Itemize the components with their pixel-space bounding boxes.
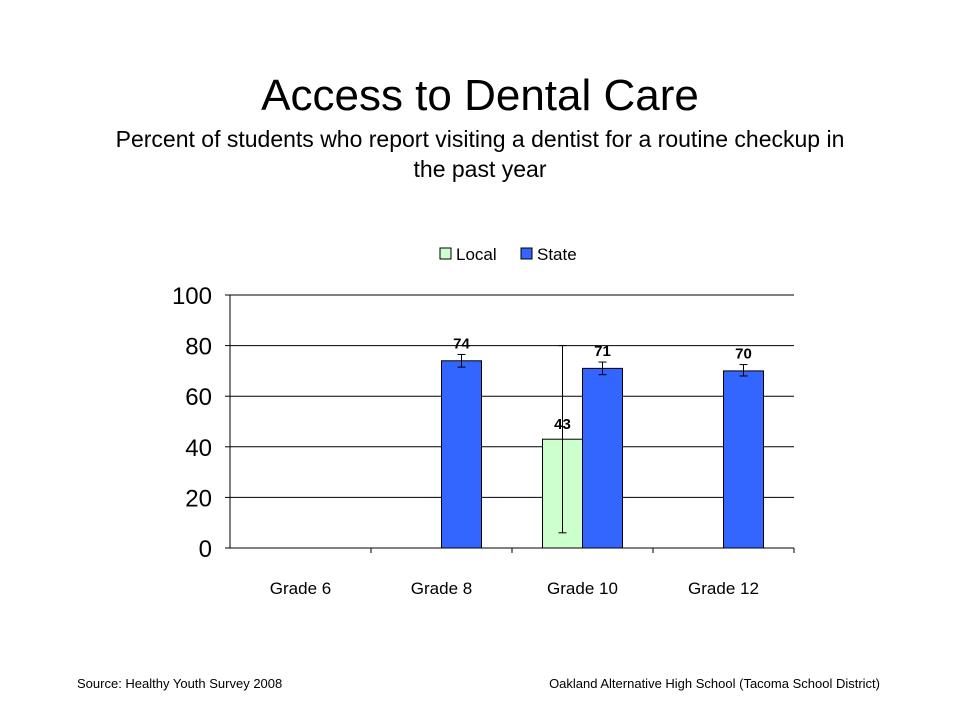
school-name: Oakland Alternative High School (Tacoma … [549, 676, 880, 691]
bar-state [723, 370, 764, 549]
y-tick-label: 80 [185, 334, 212, 361]
data-label: 71 [594, 343, 611, 360]
legend-swatch-local [439, 247, 452, 260]
y-tick-label: 100 [172, 283, 212, 310]
x-tick-label: Grade 8 [411, 579, 472, 598]
chart-title: Access to Dental Care [261, 71, 699, 120]
x-tick-label: Grade 6 [270, 579, 331, 598]
x-tick-label: Grade 10 [547, 579, 618, 598]
y-tick-label: 20 [185, 485, 212, 512]
bar-state [582, 367, 623, 549]
legend-label-local: Local [456, 245, 497, 264]
data-label: 70 [735, 346, 752, 363]
bar-state [441, 360, 482, 549]
legend-label-state: State [537, 245, 577, 264]
y-tick-label: 40 [185, 435, 212, 462]
y-tick-label: 0 [199, 536, 212, 563]
legend-swatch-state [520, 247, 533, 260]
x-tick-label: Grade 12 [688, 579, 759, 598]
source-note: Source: Healthy Youth Survey 2008 [77, 676, 283, 691]
data-label: 74 [453, 335, 470, 352]
y-tick-label: 60 [185, 384, 212, 411]
chart-subtitle: Percent of students who report visiting … [115, 126, 845, 182]
data-label: 43 [554, 416, 571, 433]
